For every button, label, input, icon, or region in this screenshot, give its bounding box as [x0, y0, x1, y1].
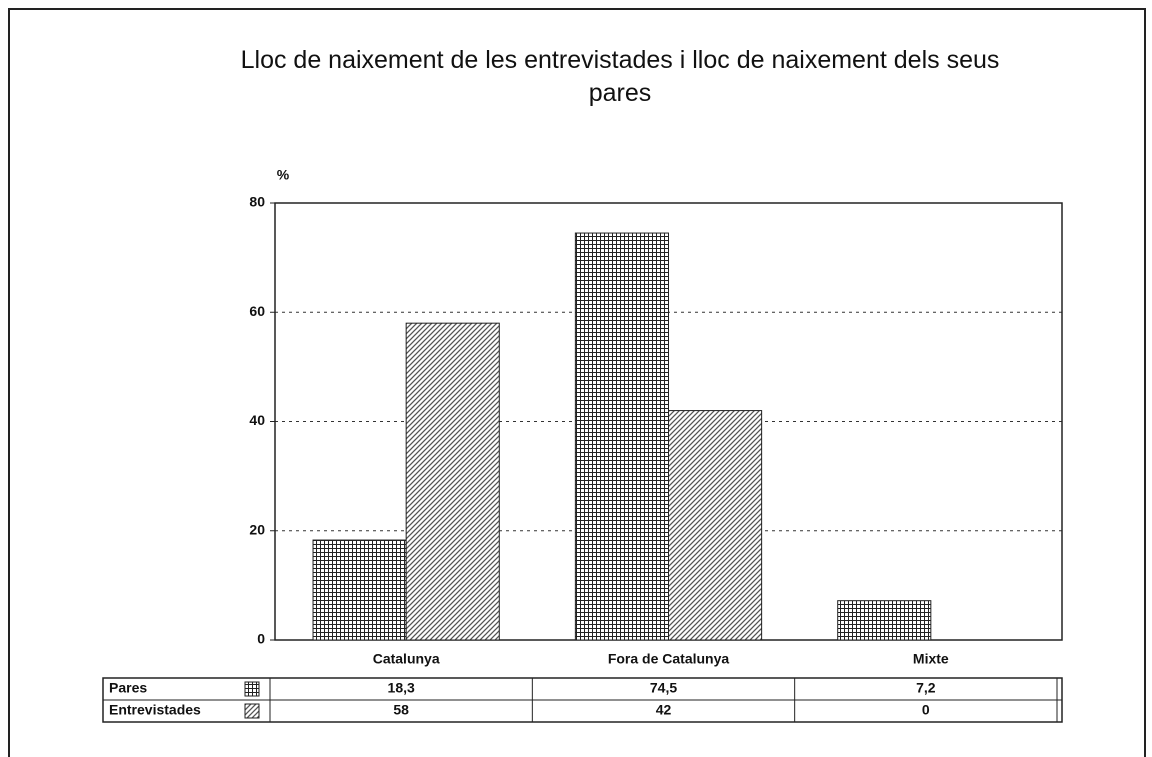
table-value: 7,2 [916, 680, 936, 696]
legend-label: Entrevistades [109, 702, 201, 718]
bar [668, 410, 763, 641]
table-value: 74,5 [650, 680, 677, 696]
x-tick-label: Fora de Catalunya [608, 651, 730, 667]
bar [312, 539, 407, 641]
y-tick-label: 40 [249, 412, 265, 428]
bar [405, 322, 500, 641]
y-tick-label: 60 [249, 303, 265, 319]
bar [837, 600, 932, 641]
y-tick-label: 20 [249, 521, 265, 537]
y-tick-label: 80 [249, 194, 265, 210]
legend-swatch [244, 703, 260, 719]
table-value: 42 [656, 702, 672, 718]
table-value: 0 [922, 702, 930, 718]
x-tick-label: Mixte [913, 651, 949, 667]
table-value: 18,3 [388, 680, 415, 696]
table-value: 58 [393, 702, 409, 718]
y-tick-label: 0 [257, 631, 265, 647]
legend-swatch [244, 681, 260, 697]
y-axis-label: % [277, 167, 290, 183]
x-tick-label: Catalunya [373, 651, 440, 667]
chart-title: Lloc de naixement de les entrevistades i… [240, 46, 1000, 107]
bar [574, 232, 669, 641]
legend-label: Pares [109, 680, 147, 696]
page-frame [8, 8, 1146, 757]
